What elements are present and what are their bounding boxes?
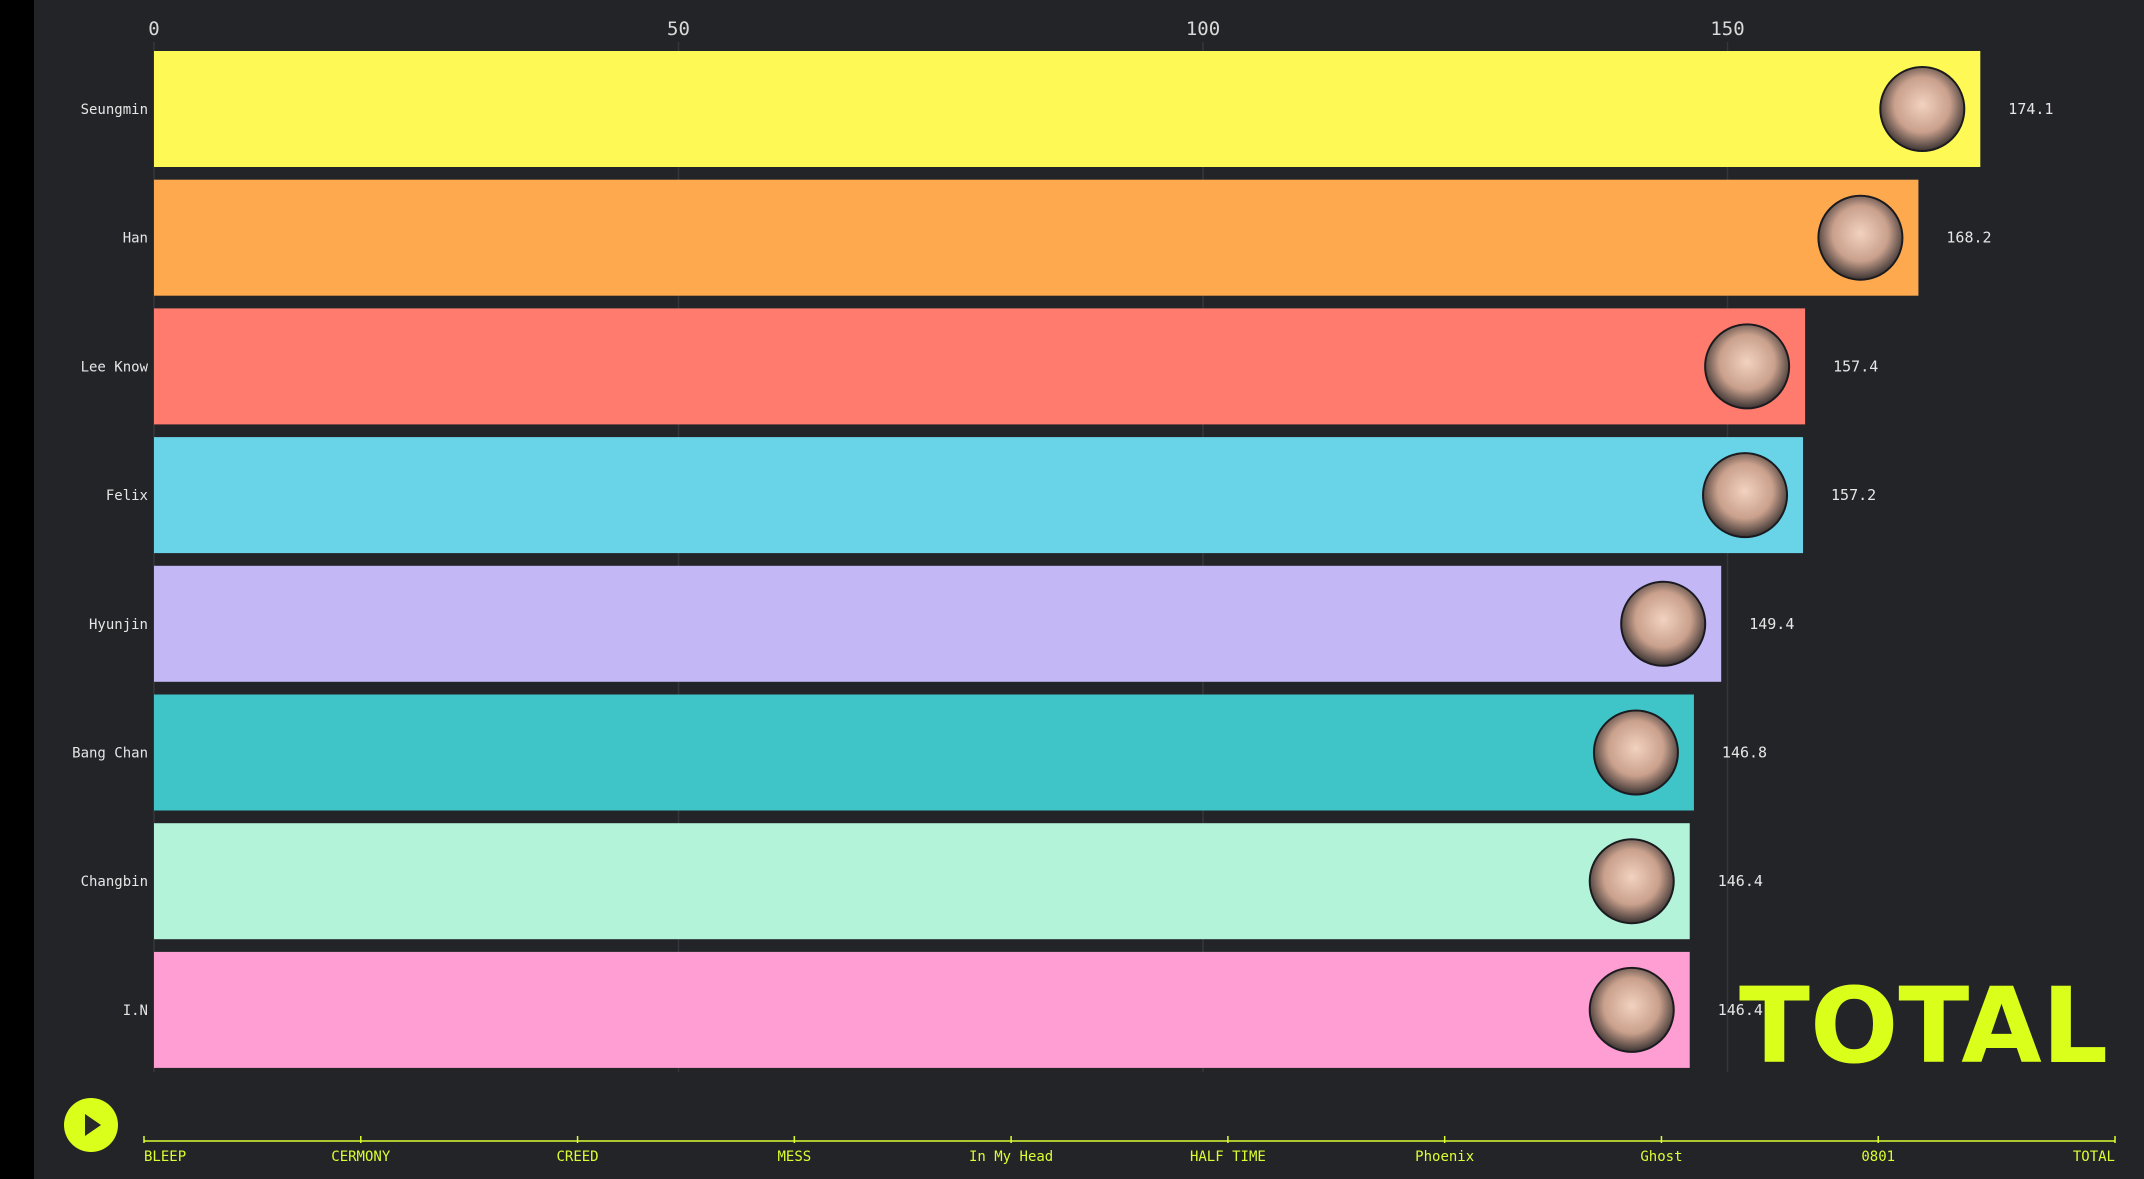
member-avatar (1879, 66, 1966, 152)
bar-group: Felix 157.2 (106, 437, 1876, 554)
member-avatar (1588, 838, 1675, 925)
value-label: 168.2 (1946, 229, 1991, 247)
category-label: Changbin (81, 874, 148, 890)
bar-group: Seungmin 174.1 (81, 51, 2053, 167)
bar-chart-race: 0 50 100 150 Seungmin 174.1 Han 168.2 Lee Know 1… (72, 18, 2116, 1165)
timeline-label[interactable]: TOTAL (2073, 1149, 2115, 1165)
timeline-label[interactable]: In My Head (969, 1149, 1053, 1165)
bar-group: Changbin 146.4 (81, 823, 1763, 940)
timeline-label[interactable]: 0801 (1861, 1149, 1895, 1165)
x-tick-label: 0 (148, 18, 159, 40)
member-avatar (1588, 966, 1675, 1053)
bar (154, 823, 1690, 940)
timeline-label[interactable]: CERMONY (331, 1149, 391, 1165)
value-label: 174.1 (2008, 100, 2053, 118)
member-avatar (1817, 194, 1904, 281)
current-frame-label: TOTAL (1739, 965, 2108, 1087)
play-icon (85, 1114, 101, 1136)
x-tick-label: 50 (667, 18, 690, 40)
category-label: Han (123, 231, 148, 247)
value-label: 157.4 (1833, 357, 1878, 375)
bar (154, 308, 1806, 425)
value-label: 149.4 (1749, 615, 1794, 633)
x-tick-label: 150 (1710, 18, 1744, 40)
bar (154, 694, 1694, 811)
timeline-label[interactable]: BLEEP (144, 1149, 186, 1165)
x-tick-label: 100 (1186, 18, 1220, 40)
category-label: I.N (123, 1003, 148, 1019)
member-avatar (1620, 580, 1707, 667)
timeline-label[interactable]: MESS (777, 1149, 811, 1165)
member-avatar (1592, 709, 1679, 796)
value-label: 146.4 (1718, 1001, 1763, 1019)
play-button[interactable] (64, 1098, 118, 1152)
chart-stage: 0 50 100 150 Seungmin 174.1 Han 168.2 Lee Know 1… (34, 0, 2144, 1179)
bar (154, 565, 1722, 682)
bar (154, 51, 1981, 167)
category-label: Lee Know (81, 359, 149, 375)
bar (154, 179, 1919, 296)
member-avatar (1704, 323, 1791, 410)
timeline-label[interactable]: CREED (556, 1149, 598, 1165)
timeline-label[interactable]: Phoenix (1415, 1149, 1474, 1165)
category-label: Hyunjin (89, 617, 148, 633)
bar (154, 951, 1690, 1068)
member-avatar (1702, 452, 1789, 539)
bar (154, 437, 1804, 554)
value-label: 146.8 (1722, 744, 1767, 762)
bar-group: Bang Chan 146.8 (72, 694, 1767, 811)
timeline-label[interactable]: Ghost (1640, 1149, 1682, 1165)
category-label: Seungmin (81, 102, 148, 118)
category-label: Felix (106, 488, 148, 504)
category-label: Bang Chan (72, 746, 148, 762)
timeline-label[interactable]: HALF TIME (1190, 1149, 1266, 1165)
bar-group: I.N 146.4 (123, 951, 1763, 1068)
value-label: 146.4 (1718, 872, 1763, 890)
value-label: 157.2 (1831, 486, 1876, 504)
bar-group: Han 168.2 (123, 179, 1992, 296)
bar-group: Lee Know 157.4 (81, 308, 1878, 425)
bar-group: Hyunjin 149.4 (89, 565, 1794, 682)
